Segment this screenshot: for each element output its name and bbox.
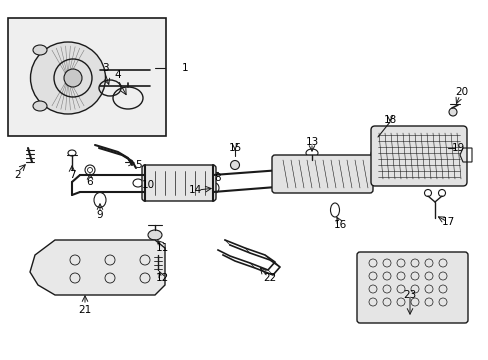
Text: 20: 20	[454, 87, 468, 97]
Text: 18: 18	[383, 115, 396, 125]
FancyBboxPatch shape	[370, 126, 466, 186]
Ellipse shape	[148, 230, 162, 240]
Text: 4: 4	[115, 70, 121, 80]
FancyBboxPatch shape	[356, 252, 467, 323]
FancyBboxPatch shape	[271, 155, 372, 193]
Text: 12: 12	[155, 273, 168, 283]
Text: 22: 22	[263, 273, 276, 283]
Ellipse shape	[33, 101, 47, 111]
Text: 21: 21	[78, 305, 91, 315]
FancyBboxPatch shape	[142, 165, 216, 201]
Text: 9: 9	[97, 210, 103, 220]
Text: 16: 16	[333, 220, 346, 230]
Ellipse shape	[443, 144, 451, 152]
Text: 15: 15	[228, 143, 241, 153]
Ellipse shape	[230, 161, 239, 170]
Ellipse shape	[448, 108, 456, 116]
Text: 23: 23	[403, 290, 416, 300]
Text: 19: 19	[450, 143, 464, 153]
Text: 5: 5	[134, 160, 141, 170]
Text: 6: 6	[86, 177, 93, 187]
Text: 7: 7	[68, 170, 75, 180]
Text: 1: 1	[182, 63, 188, 73]
Text: 11: 11	[155, 243, 168, 253]
Text: 13: 13	[305, 137, 318, 147]
Ellipse shape	[33, 45, 47, 55]
Text: 3: 3	[102, 63, 108, 73]
Text: 14: 14	[188, 185, 201, 195]
Polygon shape	[30, 240, 164, 295]
Text: 10: 10	[141, 180, 154, 190]
Bar	[8, 18, 165, 136]
Text: 17: 17	[441, 217, 454, 227]
Text: 2: 2	[15, 170, 21, 180]
Ellipse shape	[64, 69, 82, 87]
Text: 8: 8	[214, 173, 221, 183]
Ellipse shape	[30, 42, 105, 114]
